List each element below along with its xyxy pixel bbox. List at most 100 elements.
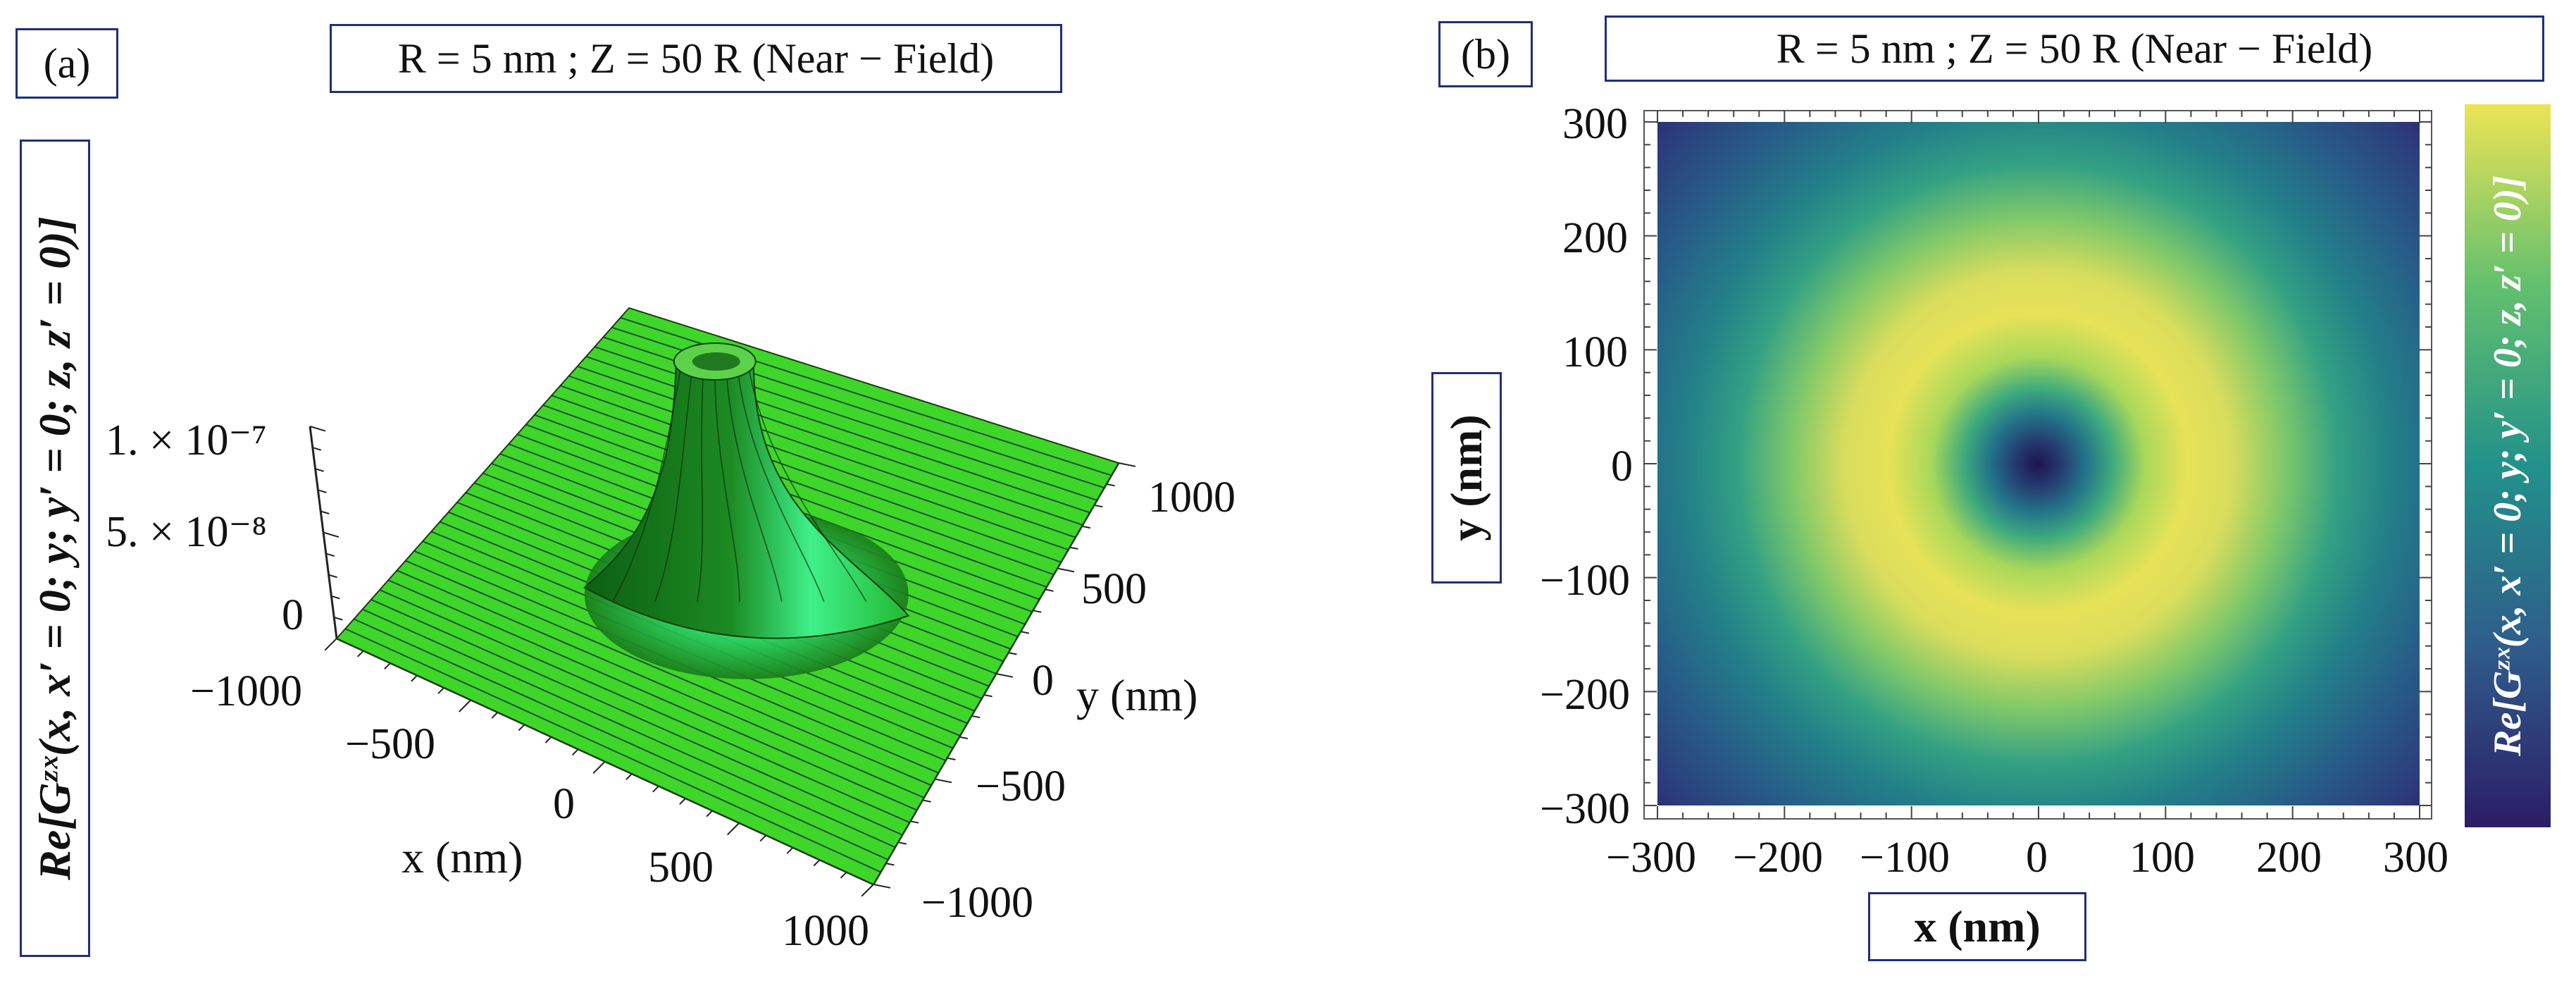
x-axis-tick [458,699,472,712]
surface-mesh-line [387,579,917,811]
y-axis-tick [885,863,895,866]
z-axis-tick [320,510,330,514]
x-axis-tick [786,846,794,854]
y-axis-tick [971,715,981,719]
b-x-tick-200: 200 [2256,834,2322,882]
b-x-tick-300: 300 [2383,834,2449,882]
z-axis-tick [328,574,337,579]
z-axis-tick [323,531,340,538]
b-x-tick-100: 100 [2129,834,2195,882]
x-tick-0: 0 [553,780,575,828]
x-axis-tick [679,798,687,805]
x-axis-tick [652,785,659,793]
surface-peak [583,362,910,639]
surface-mesh-line [344,628,881,873]
surface-mesh-line [551,395,1054,576]
b-y-tick-200: 200 [1562,214,1628,262]
y-tick-500: 500 [1081,565,1147,613]
surface-mesh-line [379,589,910,823]
y-axis-tick [959,736,968,740]
surface-mesh-line [397,569,925,798]
b-y-tick-0: 0 [1611,443,1633,490]
z-axis-tick [315,468,324,472]
y-axis-tick [1008,652,1017,655]
x-axis-tick [726,822,740,836]
y-axis-tick [1020,631,1029,634]
surface-mesh-line [405,560,932,786]
surface-mesh-line [362,608,896,848]
surface-mesh-line [542,405,1047,588]
x-tick-1000: 1000 [782,907,869,955]
y-axis-tick [1033,610,1042,613]
y-axis-tick [1057,567,1075,573]
surface-mesh-line [371,598,903,836]
y-axis-tick [873,884,891,889]
y-axis-tick [947,757,956,760]
x-axis-tick [356,650,364,657]
panel-a-zlabel-frame: Re[Gᶻˣ(x, x′ = 0; y; y′ = 0; z, z′ = 0)] [20,140,90,957]
x-axis-tick [491,711,499,719]
x-axis-tick [625,773,633,781]
b-y-tick-neg300: −300 [1540,785,1630,833]
x-axis-tick [324,638,337,651]
b-x-tick-0: 0 [2026,834,2048,882]
z-tick-0: 0 [282,591,304,639]
y-axis-tick [934,778,952,784]
x-axis-tick [384,662,391,670]
surface-mesh-line [585,356,1083,526]
peak-mesh-line [736,366,825,603]
panel-b-title: R = 5 nm ; Z = 50 R (Near − Field) [1605,16,2544,82]
z-axis-tick [325,552,335,557]
x-axis-tick [545,736,552,743]
colorbar-label-wrap: Re[Gᶻˣ(x, x′ = 0; y; y′ = 0; z, z′ = 0)] [2465,104,2551,827]
panel-a-title: R = 5 nm ; Z = 50 R (Near − Field) [330,24,1062,93]
y-axis-tick [1081,525,1090,529]
panel-b-xlabel: x (nm) [1868,892,2086,961]
b-y-tick-100: 100 [1562,328,1628,376]
y-tick-1000: 1000 [1148,474,1236,521]
peak-mesh-line [725,366,783,602]
x-axis-tick [437,687,445,694]
z-axis-tick [312,447,322,451]
y-axis-tick [910,820,919,824]
peak-mesh-line [612,366,682,603]
x-axis-tick [706,810,714,817]
heatmap-field [1657,122,2420,805]
peak-dip [692,352,740,371]
y-tick-neg1000: −1000 [921,879,1033,927]
peak-mesh-line [747,366,867,603]
panel-a-xlabel: x (nm) [402,832,523,882]
z-tick-1e-7: 1. × 10⁻⁷ [106,416,267,464]
b-y-tick-neg100: −100 [1540,557,1630,605]
y-axis-tick [1118,462,1136,467]
x-tick-neg1000: −1000 [190,667,302,715]
peak-mesh-line [714,366,740,602]
y-axis-tick [922,799,931,803]
b-x-tick-neg300: −300 [1606,834,1696,882]
colorbar [2465,104,2551,827]
y-axis-tick [983,693,993,698]
z-tick-5e-8: 5. × 10⁻⁸ [106,508,267,556]
y-tick-0: 0 [1032,657,1054,705]
b-y-tick-neg200: −200 [1540,671,1630,719]
panel-b-ylabel-frame: y (nm) [1431,372,1502,583]
panel-b-label: (b) [1438,21,1533,87]
panel-a-ylabel: y (nm) [1076,670,1198,720]
b-x-tick-neg100: −100 [1860,834,1950,882]
peak-mesh-line [696,366,704,602]
x-axis-tick [518,724,525,731]
x-axis-tick [813,859,821,867]
surface-mesh-line [354,618,888,860]
surface-mesh-line [560,385,1062,563]
y-axis-tick [897,841,907,845]
z-axis-tick [309,426,326,432]
x-axis-tick [840,871,847,879]
y-axis-tick [995,673,1014,678]
x-tick-500: 500 [648,844,714,891]
y-axis-tick [1045,588,1054,592]
y-tick-neg500: −500 [976,762,1066,810]
b-y-tick-300: 300 [1562,100,1628,148]
x-tick-neg500: −500 [345,720,435,768]
